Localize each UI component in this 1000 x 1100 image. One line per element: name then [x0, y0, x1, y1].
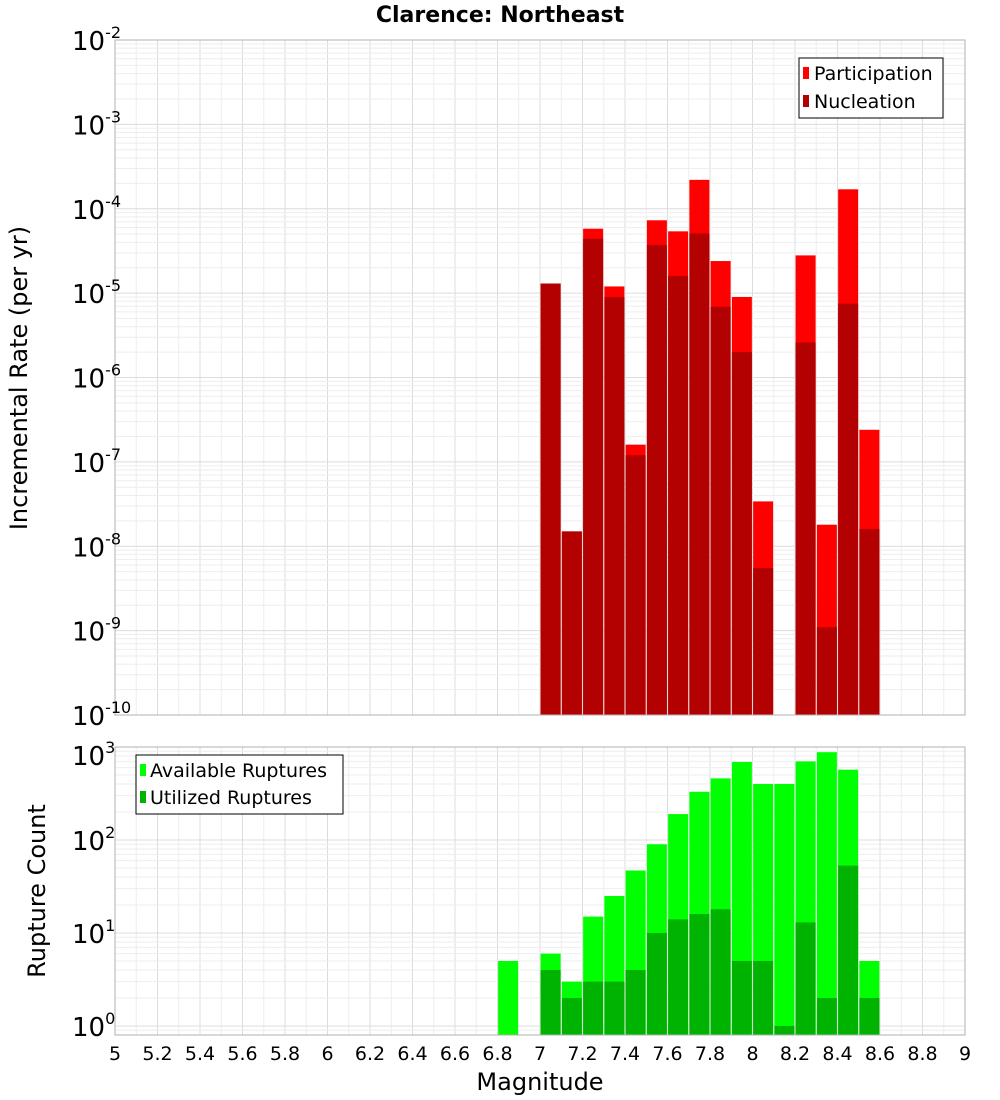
y-tick-label: 102 [72, 823, 115, 857]
x-tick-label: 5 [109, 1043, 121, 1065]
y-tick-label: 101 [72, 916, 115, 950]
top-bars [540, 179, 880, 716]
x-tick-label: 5.4 [185, 1043, 215, 1065]
x-ticks: 5 5.2 5.4 5.6 5.8 6 6.2 6.4 6.6 6.8 7 7.2 7.4 7.6 7.8 8… [109, 1043, 971, 1065]
x-tick-label: 6.4 [397, 1043, 427, 1065]
x-tick-label: 6.2 [355, 1043, 385, 1065]
top-bar-nucleation [668, 275, 689, 715]
legend-label-utilized: Utilized Ruptures [150, 787, 312, 809]
bottom-bar-utilized-ruptures [731, 960, 752, 1035]
x-tick-label: 5.2 [142, 1043, 172, 1065]
x-tick-label: 5.6 [227, 1043, 257, 1065]
bottom-y-axis-label: Rupture Count [23, 804, 51, 978]
top-bar-nucleation [753, 568, 774, 715]
bottom-panel: 100 101 102 103 5 5.2 5.4 5.6 5.8 6 6.2 6.4 6.6 6.8 7… [23, 738, 971, 1096]
y-tick-label: 10-6 [72, 361, 121, 395]
bottom-bar-utilized-ruptures [625, 969, 646, 1035]
bottom-legend: Available Ruptures Utilized Ruptures [135, 754, 344, 815]
top-legend: Participation Nucleation [798, 57, 944, 119]
x-tick-label: 9 [959, 1043, 971, 1065]
bottom-bar-available-ruptures [498, 960, 519, 1035]
bottom-bar-utilized-ruptures [774, 1025, 795, 1035]
bottom-bar-utilized-ruptures [816, 997, 837, 1035]
top-bar-nucleation [540, 283, 561, 715]
y-tick-label: 10-10 [72, 698, 131, 732]
legend-label-available: Available Ruptures [150, 760, 327, 782]
bottom-bar-utilized-ruptures [646, 932, 667, 1035]
bottom-bar-utilized-ruptures [668, 919, 689, 1035]
top-bar-nucleation [625, 455, 646, 715]
bottom-bar-utilized-ruptures [838, 865, 859, 1035]
top-panel: 10-10 10-9 10-8 10-7 10-6 10-5 10-4 10-3 10-2 In… [5, 23, 966, 732]
top-bar-nucleation [795, 342, 816, 715]
x-tick-label: 7.8 [695, 1043, 725, 1065]
x-tick-label: 8.2 [780, 1043, 810, 1065]
top-bar-nucleation [731, 352, 752, 715]
bottom-plot-border [114, 746, 966, 1036]
x-tick-label: 7.4 [610, 1043, 640, 1065]
y-tick-label: 100 [72, 1009, 115, 1043]
y-tick-label: 10-9 [72, 614, 121, 648]
x-tick-label: 8.6 [865, 1043, 895, 1065]
legend-label-nucleation: Nucleation [814, 91, 916, 113]
top-legend-box [798, 57, 944, 119]
x-tick-label: 6 [321, 1043, 333, 1065]
legend-label-participation: Participation [814, 63, 933, 85]
bottom-bar-available-ruptures [774, 784, 795, 1035]
bottom-legend-box [135, 754, 344, 815]
bottom-bar-available-ruptures [816, 752, 837, 1035]
top-plot-border [114, 39, 966, 716]
y-tick-label: 10-3 [72, 107, 121, 141]
y-tick-label: 10-8 [72, 529, 121, 563]
bottom-bar-utilized-ruptures [859, 997, 880, 1035]
top-bar-nucleation [583, 238, 604, 715]
legend-swatch-participation [803, 67, 809, 79]
y-tick-label: 10-5 [72, 276, 121, 310]
chart-title: Clarence: Northeast [376, 3, 625, 28]
bottom-bar-utilized-ruptures [753, 960, 774, 1035]
y-tick-label: 103 [72, 738, 115, 772]
x-tick-label: 7.2 [567, 1043, 597, 1065]
x-tick-label: 5.8 [270, 1043, 300, 1065]
bottom-bar-utilized-ruptures [540, 969, 561, 1035]
x-tick-label: 8 [746, 1043, 758, 1065]
top-bar-nucleation [859, 529, 880, 715]
top-bar-nucleation [710, 306, 731, 715]
legend-swatch-utilized [140, 791, 146, 803]
x-tick-label: 8.4 [822, 1043, 852, 1065]
top-y-ticks: 10-10 10-9 10-8 10-7 10-6 10-5 10-4 10-3 10-2 [72, 23, 131, 732]
x-tick-label: 8.8 [907, 1043, 937, 1065]
top-y-axis-label: Incremental Rate (per yr) [5, 226, 33, 530]
y-tick-label: 10-4 [72, 192, 121, 226]
top-bar-nucleation [561, 531, 582, 715]
bottom-bar-utilized-ruptures [710, 909, 731, 1035]
y-tick-label: 10-2 [72, 23, 121, 57]
y-tick-label: 10-7 [72, 445, 121, 479]
bottom-bar-utilized-ruptures [795, 922, 816, 1035]
bottom-bar-utilized-ruptures [604, 981, 625, 1035]
bottom-bar-utilized-ruptures [583, 981, 604, 1035]
top-bar-nucleation [604, 296, 625, 715]
bottom-bar-utilized-ruptures [689, 914, 710, 1035]
bottom-y-ticks: 100 101 102 103 [72, 738, 115, 1043]
top-bar-nucleation [646, 245, 667, 715]
x-tick-label: 6.6 [440, 1043, 470, 1065]
legend-swatch-nucleation [803, 95, 809, 107]
top-bar-nucleation [838, 303, 859, 715]
x-tick-label: 6.8 [482, 1043, 512, 1065]
x-axis-label: Magnitude [476, 1068, 603, 1096]
top-bar-nucleation [689, 233, 710, 715]
bottom-bars [498, 752, 880, 1035]
bottom-bar-utilized-ruptures [561, 997, 582, 1035]
top-grid [114, 39, 966, 716]
top-bar-nucleation [816, 627, 837, 715]
x-tick-label: 7 [534, 1043, 546, 1065]
x-tick-label: 7.6 [652, 1043, 682, 1065]
legend-swatch-available [140, 764, 146, 776]
